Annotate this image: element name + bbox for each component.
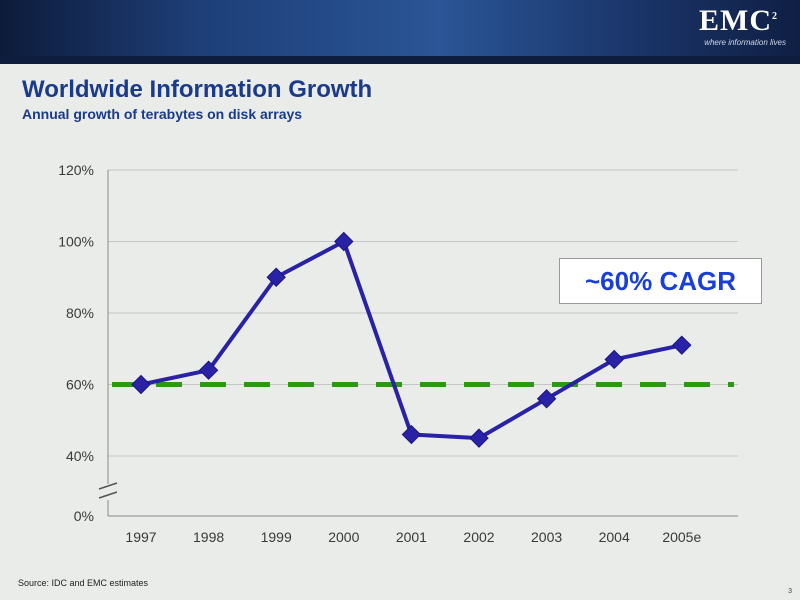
y-tick-labels: 0% 40% 60% 80% 100% 120% bbox=[58, 162, 94, 524]
axis-break-mark bbox=[98, 482, 118, 490]
data-point-marker bbox=[198, 360, 219, 380]
chart-axes bbox=[98, 170, 738, 517]
chart-grid bbox=[108, 169, 738, 457]
x-tick-label: 2001 bbox=[396, 529, 427, 545]
x-tick-label: 1999 bbox=[261, 529, 292, 545]
x-tick-label: 2005e bbox=[662, 529, 701, 545]
brand-text: EMC bbox=[699, 4, 772, 37]
series-group bbox=[131, 231, 692, 448]
header-band bbox=[0, 56, 800, 64]
page-subtitle: Annual growth of terabytes on disk array… bbox=[22, 106, 303, 122]
data-point-marker bbox=[469, 428, 489, 448]
y-tick-label: 60% bbox=[66, 377, 94, 393]
data-point-marker bbox=[266, 267, 286, 287]
source-note: Source: IDC and EMC estimates bbox=[18, 578, 149, 588]
data-point-marker bbox=[672, 335, 692, 355]
cagr-callout: ~60% CAGR bbox=[559, 258, 762, 304]
x-tick-labels: 1997 1998 1999 2000 2001 2002 2003 2004 2005e bbox=[125, 529, 701, 545]
data-point-marker bbox=[604, 349, 624, 370]
data-point-marker bbox=[334, 231, 354, 252]
brand-mark: 2 bbox=[772, 11, 778, 22]
emc-logo: EMC2 bbox=[699, 4, 778, 38]
page-number: 3 bbox=[788, 588, 792, 595]
data-point-marker bbox=[131, 374, 151, 395]
brand-tagline: where information lives bbox=[704, 38, 786, 47]
page-title: Worldwide Information Growth bbox=[22, 76, 373, 103]
y-tick-label: 120% bbox=[58, 162, 94, 178]
y-tick-label: 0% bbox=[74, 508, 94, 524]
axis-break-mark bbox=[98, 491, 118, 499]
x-tick-label: 2004 bbox=[599, 529, 630, 545]
x-tick-label: 2002 bbox=[463, 529, 494, 545]
data-point-marker bbox=[401, 424, 422, 445]
header-banner: EMC2 where information lives bbox=[0, 0, 800, 56]
x-tick-label: 2003 bbox=[531, 529, 562, 545]
x-tick-label: 1997 bbox=[125, 529, 156, 545]
y-tick-label: 40% bbox=[66, 448, 94, 464]
x-tick-label: 2000 bbox=[328, 529, 359, 545]
y-tick-label: 80% bbox=[66, 305, 94, 321]
y-tick-label: 100% bbox=[58, 234, 94, 250]
x-tick-label: 1998 bbox=[193, 529, 224, 545]
data-point-marker bbox=[536, 389, 557, 409]
